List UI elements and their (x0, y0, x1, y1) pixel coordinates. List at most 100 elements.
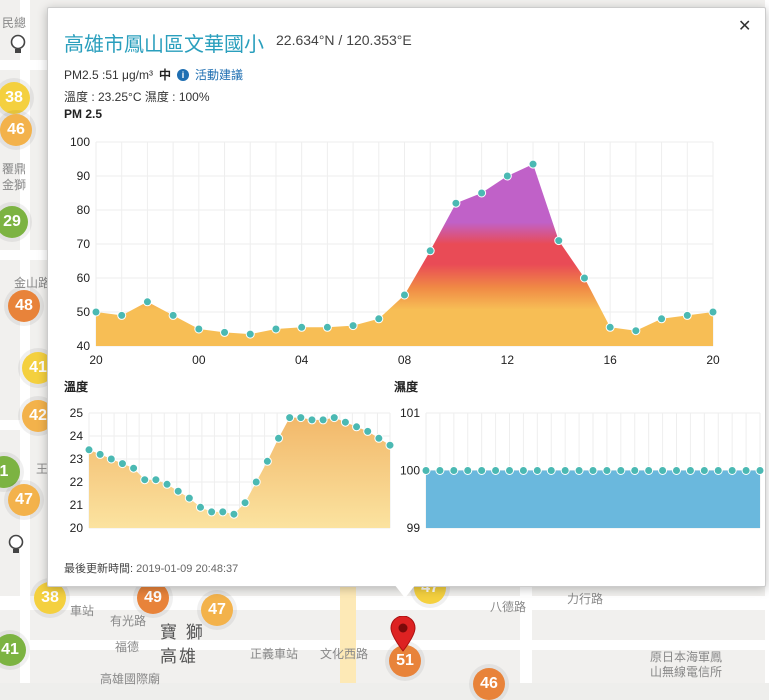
aqi-marker-value: 48 (15, 297, 33, 314)
data-point (658, 466, 668, 475)
data-point (262, 456, 272, 466)
map-label: 山無線電信所 (650, 665, 723, 679)
data-point (502, 171, 512, 181)
data-point (151, 475, 161, 485)
data-point (297, 322, 307, 332)
data-point (605, 322, 615, 332)
lightbulb-icon[interactable] (10, 34, 26, 56)
y-tick-label: 60 (77, 271, 91, 285)
y-tick-label: 40 (77, 339, 91, 353)
data-point (385, 440, 395, 450)
data-point (106, 454, 116, 464)
data-point (117, 310, 127, 320)
data-point (229, 509, 239, 519)
temperature-chart[interactable]: 20 21 22 23 24 25 (48, 393, 408, 543)
aqi-marker-value: 41 (1, 641, 19, 658)
x-tick-label: 12 (501, 353, 515, 367)
y-tick-label: 23 (70, 452, 84, 466)
data-point (451, 198, 461, 208)
data-point (218, 507, 228, 517)
pm25-summary: PM2.5 :51 μg/m³ 中 i 活動建議 (64, 66, 243, 83)
data-point (631, 326, 641, 336)
aqi-marker[interactable]: 48 (8, 290, 40, 322)
aqi-marker[interactable]: 29 (0, 206, 28, 238)
last-updated-time: 2019-01-09 20:48:37 (136, 563, 239, 575)
data-point (421, 466, 431, 475)
data-point (322, 322, 332, 332)
aqi-marker[interactable]: 1 (0, 456, 20, 488)
map-label: 原日本海軍鳳 (650, 650, 723, 664)
aqi-marker[interactable]: 46 (0, 114, 32, 146)
map-label: 民總 (2, 16, 27, 30)
pm25-chart[interactable]: 40 50 60 70 80 90 100 20 00 04 08 12 16 20 (48, 120, 765, 370)
aqi-marker[interactable]: 38 (34, 582, 66, 614)
y-tick-label: 50 (77, 305, 91, 319)
map-label: 車站 (70, 604, 95, 618)
aqi-marker[interactable]: 47 (8, 484, 40, 516)
data-point (682, 310, 692, 320)
map-label: 金山路 (14, 276, 51, 290)
x-tick-label: 20 (89, 353, 103, 367)
map-pin-icon[interactable] (390, 616, 416, 652)
data-point (574, 466, 584, 475)
aqi-marker[interactable]: 49 (137, 582, 169, 614)
close-icon[interactable]: ✕ (738, 18, 752, 35)
data-point (84, 445, 94, 455)
data-point (435, 466, 445, 475)
data-point (329, 413, 339, 423)
y-tick-label: 99 (407, 521, 421, 535)
pm25-chart-title: PM 2.5 (64, 107, 103, 121)
data-point (184, 493, 194, 503)
data-point (528, 159, 538, 169)
data-point (374, 314, 384, 324)
data-point (579, 273, 589, 283)
map-road (340, 585, 356, 683)
aqi-marker-value: 47 (15, 491, 33, 508)
last-updated: 最後更新時間: 2019-01-09 20:48:37 (64, 560, 238, 576)
y-tick-label: 24 (70, 429, 84, 443)
info-icon[interactable]: i (176, 68, 189, 81)
map-label: 力行路 (567, 592, 604, 606)
activity-advice-link[interactable]: 活動建議 (194, 68, 243, 82)
data-point (477, 188, 487, 198)
map-road (0, 640, 769, 650)
aqi-marker[interactable]: 46 (473, 668, 505, 700)
data-point (142, 297, 152, 307)
data-point (532, 466, 542, 475)
data-point (318, 415, 328, 425)
data-point (220, 327, 230, 337)
map-label: 覆鼎 (2, 162, 27, 176)
data-point (296, 413, 306, 423)
data-point (741, 466, 751, 475)
series-area (96, 164, 713, 346)
aqi-marker[interactable]: 41 (0, 634, 26, 666)
aqi-marker-value: 46 (7, 121, 25, 138)
map-road (20, 0, 30, 683)
series-area (426, 470, 760, 528)
aqi-marker[interactable]: 51 (389, 645, 421, 677)
data-point (251, 477, 261, 487)
lightbulb-icon[interactable] (8, 534, 24, 556)
map-road (520, 585, 532, 683)
x-tick-label: 04 (295, 353, 309, 367)
data-point (518, 466, 528, 475)
y-tick-label: 100 (70, 135, 90, 149)
data-point (162, 479, 172, 489)
aqi-marker[interactable]: 38 (0, 82, 30, 114)
map-label: 福德 (115, 640, 140, 654)
y-tick-label: 80 (77, 203, 91, 217)
data-point (713, 466, 723, 475)
data-point (554, 236, 564, 246)
y-tick-label: 70 (77, 237, 91, 251)
data-point (307, 415, 317, 425)
map-label: 正義車站 (250, 647, 299, 661)
aqi-marker-value: 29 (3, 213, 21, 230)
data-point (425, 246, 435, 256)
aqi-marker-value: 41 (29, 359, 47, 376)
map-road (765, 0, 769, 683)
aqi-marker[interactable]: 47 (201, 594, 233, 626)
humidity-chart[interactable]: 99 100 101 (388, 393, 765, 543)
map-label: 高雄 (160, 647, 198, 666)
aqi-marker-value: 38 (5, 89, 23, 106)
data-point (588, 466, 598, 475)
